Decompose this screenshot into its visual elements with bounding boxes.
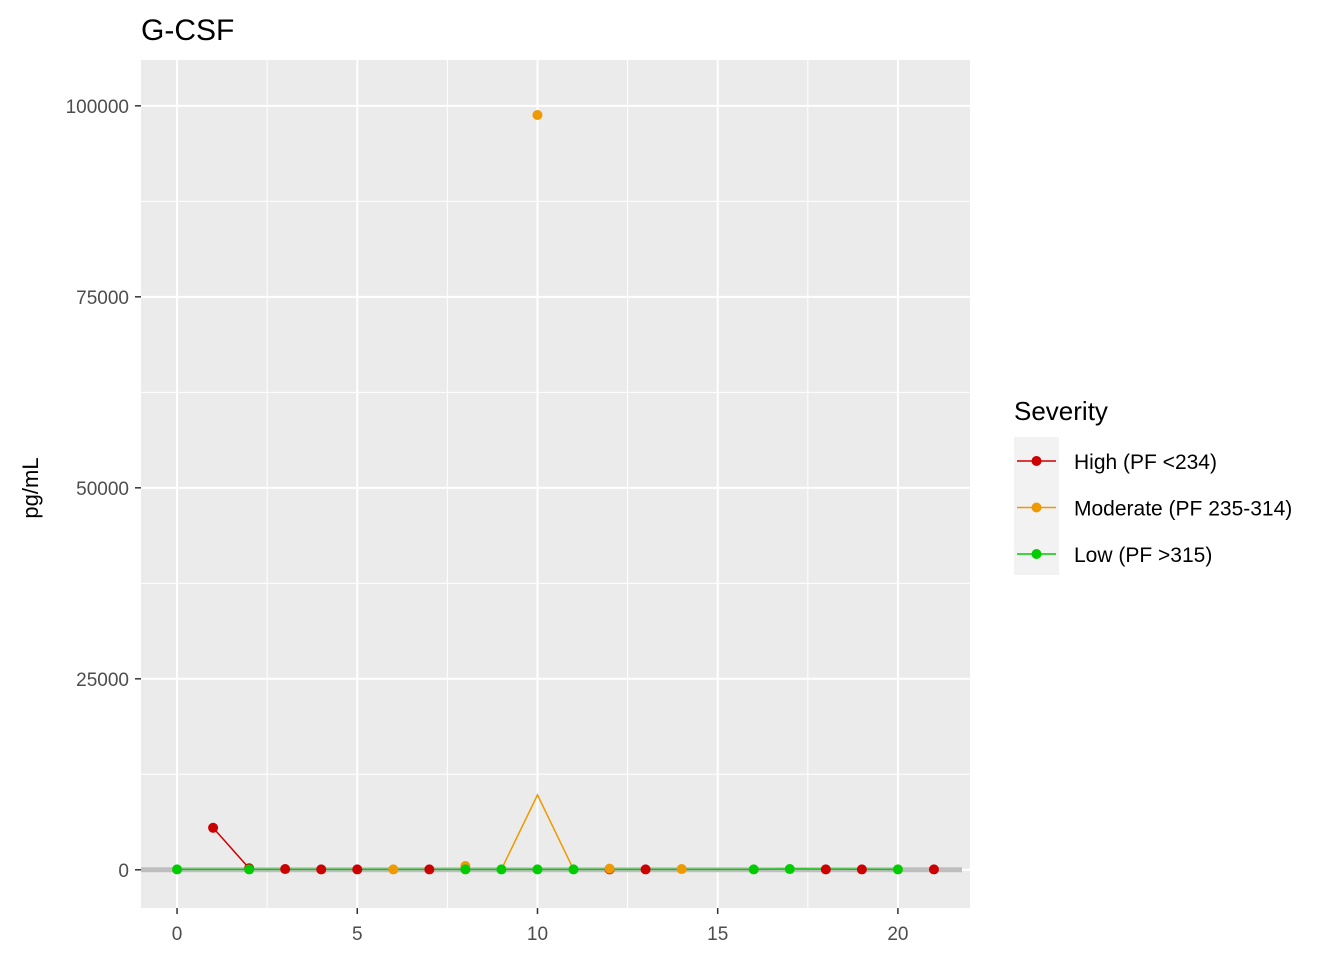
series-3-point: [244, 864, 255, 875]
series-1-point: [856, 864, 867, 875]
legend-label: High (PF <234): [1074, 451, 1217, 474]
series-3-point: [172, 864, 183, 875]
series-3-point: [496, 864, 507, 875]
series-2-point: [388, 864, 399, 875]
x-tick-label: 15: [707, 924, 728, 945]
legend-label: Moderate (PF 235-314): [1074, 498, 1292, 521]
series-3-point: [784, 864, 795, 875]
series-1-point: [820, 864, 831, 875]
series-1-point: [280, 864, 291, 875]
series-1-line: [212, 827, 250, 869]
series-points: [172, 110, 939, 875]
y-tick-label: 75000: [76, 288, 129, 309]
series-3-point: [748, 864, 759, 875]
series-2-line: [500, 793, 575, 870]
series-1-point: [424, 864, 435, 875]
series-3-point: [460, 864, 471, 875]
y-tick-label: 50000: [76, 479, 129, 500]
plot-panel: [141, 60, 970, 908]
y-axis-label: pg/mL: [18, 457, 43, 518]
series-1-point: [208, 822, 219, 833]
series-3-point: [892, 864, 903, 875]
series-2-point: [604, 863, 615, 874]
series-1-point: [316, 864, 327, 875]
series-1-point: [352, 864, 363, 875]
grid-minor: [141, 60, 970, 908]
legend-label: Low (PF >315): [1074, 544, 1212, 567]
y-tick-label: 0: [118, 861, 129, 882]
series-3-point: [532, 864, 543, 875]
legend-title: Severity: [1014, 396, 1108, 426]
legend-key-point: [1031, 456, 1042, 466]
x-tick-label: 0: [172, 924, 183, 945]
x-tick-label: 10: [527, 924, 548, 945]
legend-key-point: [1031, 502, 1042, 513]
y-axis: 0 25000 50000 75000 100000: [66, 97, 141, 882]
series-2-point: [676, 864, 687, 875]
series-1-point: [640, 864, 651, 875]
x-axis: 0 5 10 15 20: [172, 908, 908, 945]
series-1-point: [928, 864, 939, 875]
legend-key-point: [1031, 549, 1042, 559]
x-tick-label: 20: [887, 924, 908, 945]
series-2-point: [532, 110, 543, 121]
y-tick-label: 25000: [76, 670, 129, 691]
y-tick-label: 100000: [66, 97, 129, 118]
x-tick-label: 5: [352, 924, 363, 945]
series-3-point: [568, 864, 579, 875]
legend: Severity High (PF <234) Moderate (PF 235-…: [1014, 396, 1292, 575]
chart-title: G-CSF: [141, 14, 234, 47]
